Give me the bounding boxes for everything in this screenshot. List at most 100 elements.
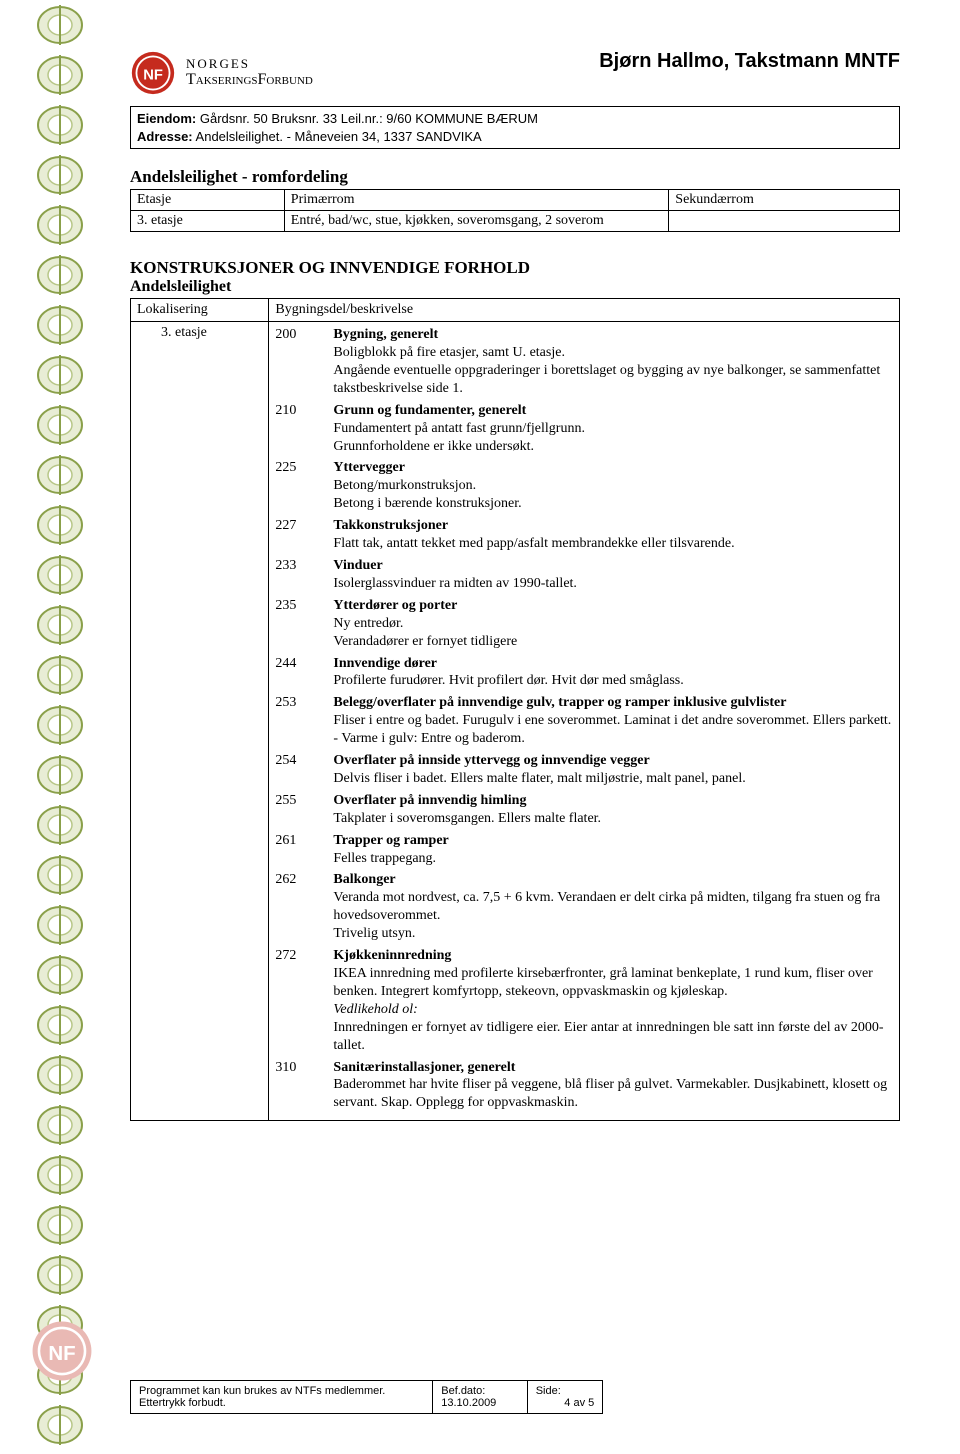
eiendom-line: Eiendom: Gårdsnr. 50 Bruksnr. 33 Leil.nr… bbox=[137, 110, 893, 128]
cell-primaerrom: Entré, bad/wc, stue, kjøkken, soveromsga… bbox=[284, 211, 669, 232]
col-lokalisering: Lokalisering bbox=[131, 299, 269, 322]
item-title: Vinduer bbox=[333, 557, 893, 575]
item-title: Overflater på innside yttervegg og innve… bbox=[333, 752, 893, 770]
item-title: Takkonstruksjoner bbox=[333, 517, 893, 535]
item-title: Innvendige dører bbox=[333, 655, 893, 673]
logo-text: NORGES TakseringsForbund bbox=[186, 57, 313, 89]
item-line: Fliser i entre og badet. Furugulv i ene … bbox=[333, 712, 893, 730]
construction-item: 200 Bygning, genereltBoligblokk på fire e… bbox=[275, 326, 893, 398]
construction-item: 235Ytterdører og porterNy entredør.Veran… bbox=[275, 597, 893, 651]
befdato-label: Bef.dato: bbox=[441, 1385, 518, 1397]
col-sekundaerrom: Sekundærrom bbox=[669, 190, 900, 211]
svg-text:NF: NF bbox=[48, 1342, 75, 1365]
item-line: Isolerglassvinduer ra midten av 1990-tal… bbox=[333, 575, 893, 593]
item-line: Delvis fliser i badet. Ellers malte flat… bbox=[333, 770, 893, 788]
item-body: Grunn og fundamenter, genereltFundamente… bbox=[333, 402, 893, 456]
item-title: Grunn og fundamenter, generelt bbox=[333, 402, 893, 420]
item-line: Profilerte furudører. Hvit profilert dør… bbox=[333, 672, 893, 690]
item-title: Belegg/overflater på innvendige gulv, tr… bbox=[333, 694, 893, 712]
item-body: VinduerIsolerglassvinduer ra midten av 1… bbox=[333, 557, 893, 593]
cell-lokalisering: 3. etasje bbox=[131, 322, 269, 1121]
item-body: BalkongerVeranda mot nordvest, ca. 7,5 +… bbox=[333, 871, 893, 943]
item-code: 254 bbox=[275, 752, 315, 788]
construction-item: 310Sanitærinstallasjoner, genereltBadero… bbox=[275, 1059, 893, 1113]
lokalisering-value: 3. etasje bbox=[137, 325, 262, 341]
befdato-value: 13.10.2009 bbox=[441, 1397, 518, 1409]
item-line: Betong/murkonstruksjon. bbox=[333, 477, 893, 495]
item-body: TakkonstruksjonerFlatt tak, antatt tekke… bbox=[333, 517, 893, 553]
svg-text:NF: NF bbox=[143, 67, 163, 83]
item-code: 272 bbox=[275, 947, 315, 1054]
item-line: Trivelig utsyn. bbox=[333, 925, 893, 943]
eiendom-value: Gårdsnr. 50 Bruksnr. 33 Leil.nr.: 9/60 K… bbox=[200, 111, 538, 126]
item-line: Betong i bærende konstruksjoner. bbox=[333, 495, 893, 513]
item-title: Sanitærinstallasjoner, generelt bbox=[333, 1059, 893, 1077]
item-line: Grunnforholdene er ikke undersøkt. bbox=[333, 438, 893, 456]
item-line: Ny entredør. bbox=[333, 615, 893, 633]
item-line: Verandadører er fornyet tidligere bbox=[333, 633, 893, 651]
construction-item: 254 Overflater på innside yttervegg og in… bbox=[275, 752, 893, 788]
item-title: Bygning, generelt bbox=[333, 326, 893, 344]
eiendom-label: Eiendom: bbox=[137, 111, 196, 126]
item-body: Belegg/overflater på innvendige gulv, tr… bbox=[333, 694, 893, 748]
header-row: NF NORGES TakseringsForbund Bjørn Hallmo… bbox=[130, 50, 900, 96]
side-value: 4 av 5 bbox=[536, 1397, 595, 1409]
item-code: 262 bbox=[275, 871, 315, 943]
adresse-value: Andelsleilighet. - Måneveien 34, 1337 SA… bbox=[196, 129, 482, 144]
item-code: 233 bbox=[275, 557, 315, 593]
construction-item: 261 Trapper og ramperFelles trappegang. bbox=[275, 832, 893, 868]
item-title: Overflater på innvendig himling bbox=[333, 792, 893, 810]
item-code: 261 bbox=[275, 832, 315, 868]
item-line: Felles trappegang. bbox=[333, 850, 893, 868]
item-body: Overflater på innvendig himlingTakplater… bbox=[333, 792, 893, 828]
construction-item: 210 Grunn og fundamenter, genereltFundame… bbox=[275, 402, 893, 456]
construction-item: 262 BalkongerVeranda mot nordvest, ca. 7,… bbox=[275, 871, 893, 943]
item-code: 210 bbox=[275, 402, 315, 456]
item-title: Kjøkkeninnredning bbox=[333, 947, 893, 965]
item-body: Bygning, genereltBoligblokk på fire etas… bbox=[333, 326, 893, 398]
page: NF NORGES TakseringsForbund Bjørn Hallmo… bbox=[0, 0, 960, 1454]
item-code: 253 bbox=[275, 694, 315, 748]
item-title: Balkonger bbox=[333, 871, 893, 889]
item-line: Takplater i soveromsgangen. Ellers malte… bbox=[333, 810, 893, 828]
logo-block: NF NORGES TakseringsForbund bbox=[130, 50, 313, 96]
item-line: Boligblokk på fire etasjer, samt U. etas… bbox=[333, 344, 893, 362]
konstruksjoner-title: KONSTRUKSJONER OG INNVENDIGE FORHOLD bbox=[130, 258, 900, 278]
side-label: Side: bbox=[536, 1385, 595, 1397]
romfordeling-title: Andelsleilighet - romfordeling bbox=[130, 167, 900, 187]
item-code: 227 bbox=[275, 517, 315, 553]
vedlikehold-line: Innredningen er fornyet av tidligere eie… bbox=[333, 1019, 893, 1055]
item-code: 255 bbox=[275, 792, 315, 828]
construction-item: 255 Overflater på innvendig himlingTakpla… bbox=[275, 792, 893, 828]
item-code: 200 bbox=[275, 326, 315, 398]
item-title: Yttervegger bbox=[333, 459, 893, 477]
org-name-line1: NORGES bbox=[186, 57, 313, 71]
item-code: 225 bbox=[275, 459, 315, 513]
item-title: Trapper og ramper bbox=[333, 832, 893, 850]
property-info-box: Eiendom: Gårdsnr. 50 Bruksnr. 33 Leil.nr… bbox=[130, 106, 900, 149]
table-row: Programmet kan kun brukes av NTFs medlem… bbox=[131, 1381, 603, 1414]
konstruksjoner-table: Lokalisering Bygningsdel/beskrivelse 3. … bbox=[130, 298, 900, 1121]
construction-item: 225 YtterveggerBetong/murkonstruksjon.Bet… bbox=[275, 459, 893, 513]
item-body: Innvendige dørerProfilerte furudører. Hv… bbox=[333, 655, 893, 691]
adresse-label: Adresse: bbox=[137, 129, 193, 144]
construction-item: 272 KjøkkeninnredningIKEA innredning med … bbox=[275, 947, 893, 1054]
footer-disclaimer: Programmet kan kun brukes av NTFs medlem… bbox=[131, 1381, 433, 1414]
item-body: KjøkkeninnredningIKEA innredning med pro… bbox=[333, 947, 893, 1054]
item-body: Ytterdører og porterNy entredør.Verandad… bbox=[333, 597, 893, 651]
col-etasje: Etasje bbox=[131, 190, 285, 211]
cell-sekundaerrom bbox=[669, 211, 900, 232]
adresse-line: Adresse: Andelsleilighet. - Måneveien 34… bbox=[137, 128, 893, 146]
col-primaerrom: Primærrom bbox=[284, 190, 669, 211]
footer-befdato: Bef.dato: 13.10.2009 bbox=[433, 1381, 527, 1414]
item-line: - Varme i gulv: Entre og baderom. bbox=[333, 730, 893, 748]
footer-table: Programmet kan kun brukes av NTFs medlem… bbox=[130, 1380, 603, 1414]
item-line: Veranda mot nordvest, ca. 7,5 + 6 kvm. V… bbox=[333, 889, 893, 925]
col-bygningsdel: Bygningsdel/beskrivelse bbox=[269, 299, 900, 322]
item-code: 310 bbox=[275, 1059, 315, 1113]
construction-item: 227 TakkonstruksjonerFlatt tak, antatt te… bbox=[275, 517, 893, 553]
item-line: Angående eventuelle oppgraderinger i bor… bbox=[333, 362, 893, 398]
item-line: Fundamentert på antatt fast grunn/fjellg… bbox=[333, 420, 893, 438]
construction-item: 253 Belegg/overflater på innvendige gulv,… bbox=[275, 694, 893, 748]
vedlikehold-label: Vedlikehold ol: bbox=[333, 1001, 893, 1019]
